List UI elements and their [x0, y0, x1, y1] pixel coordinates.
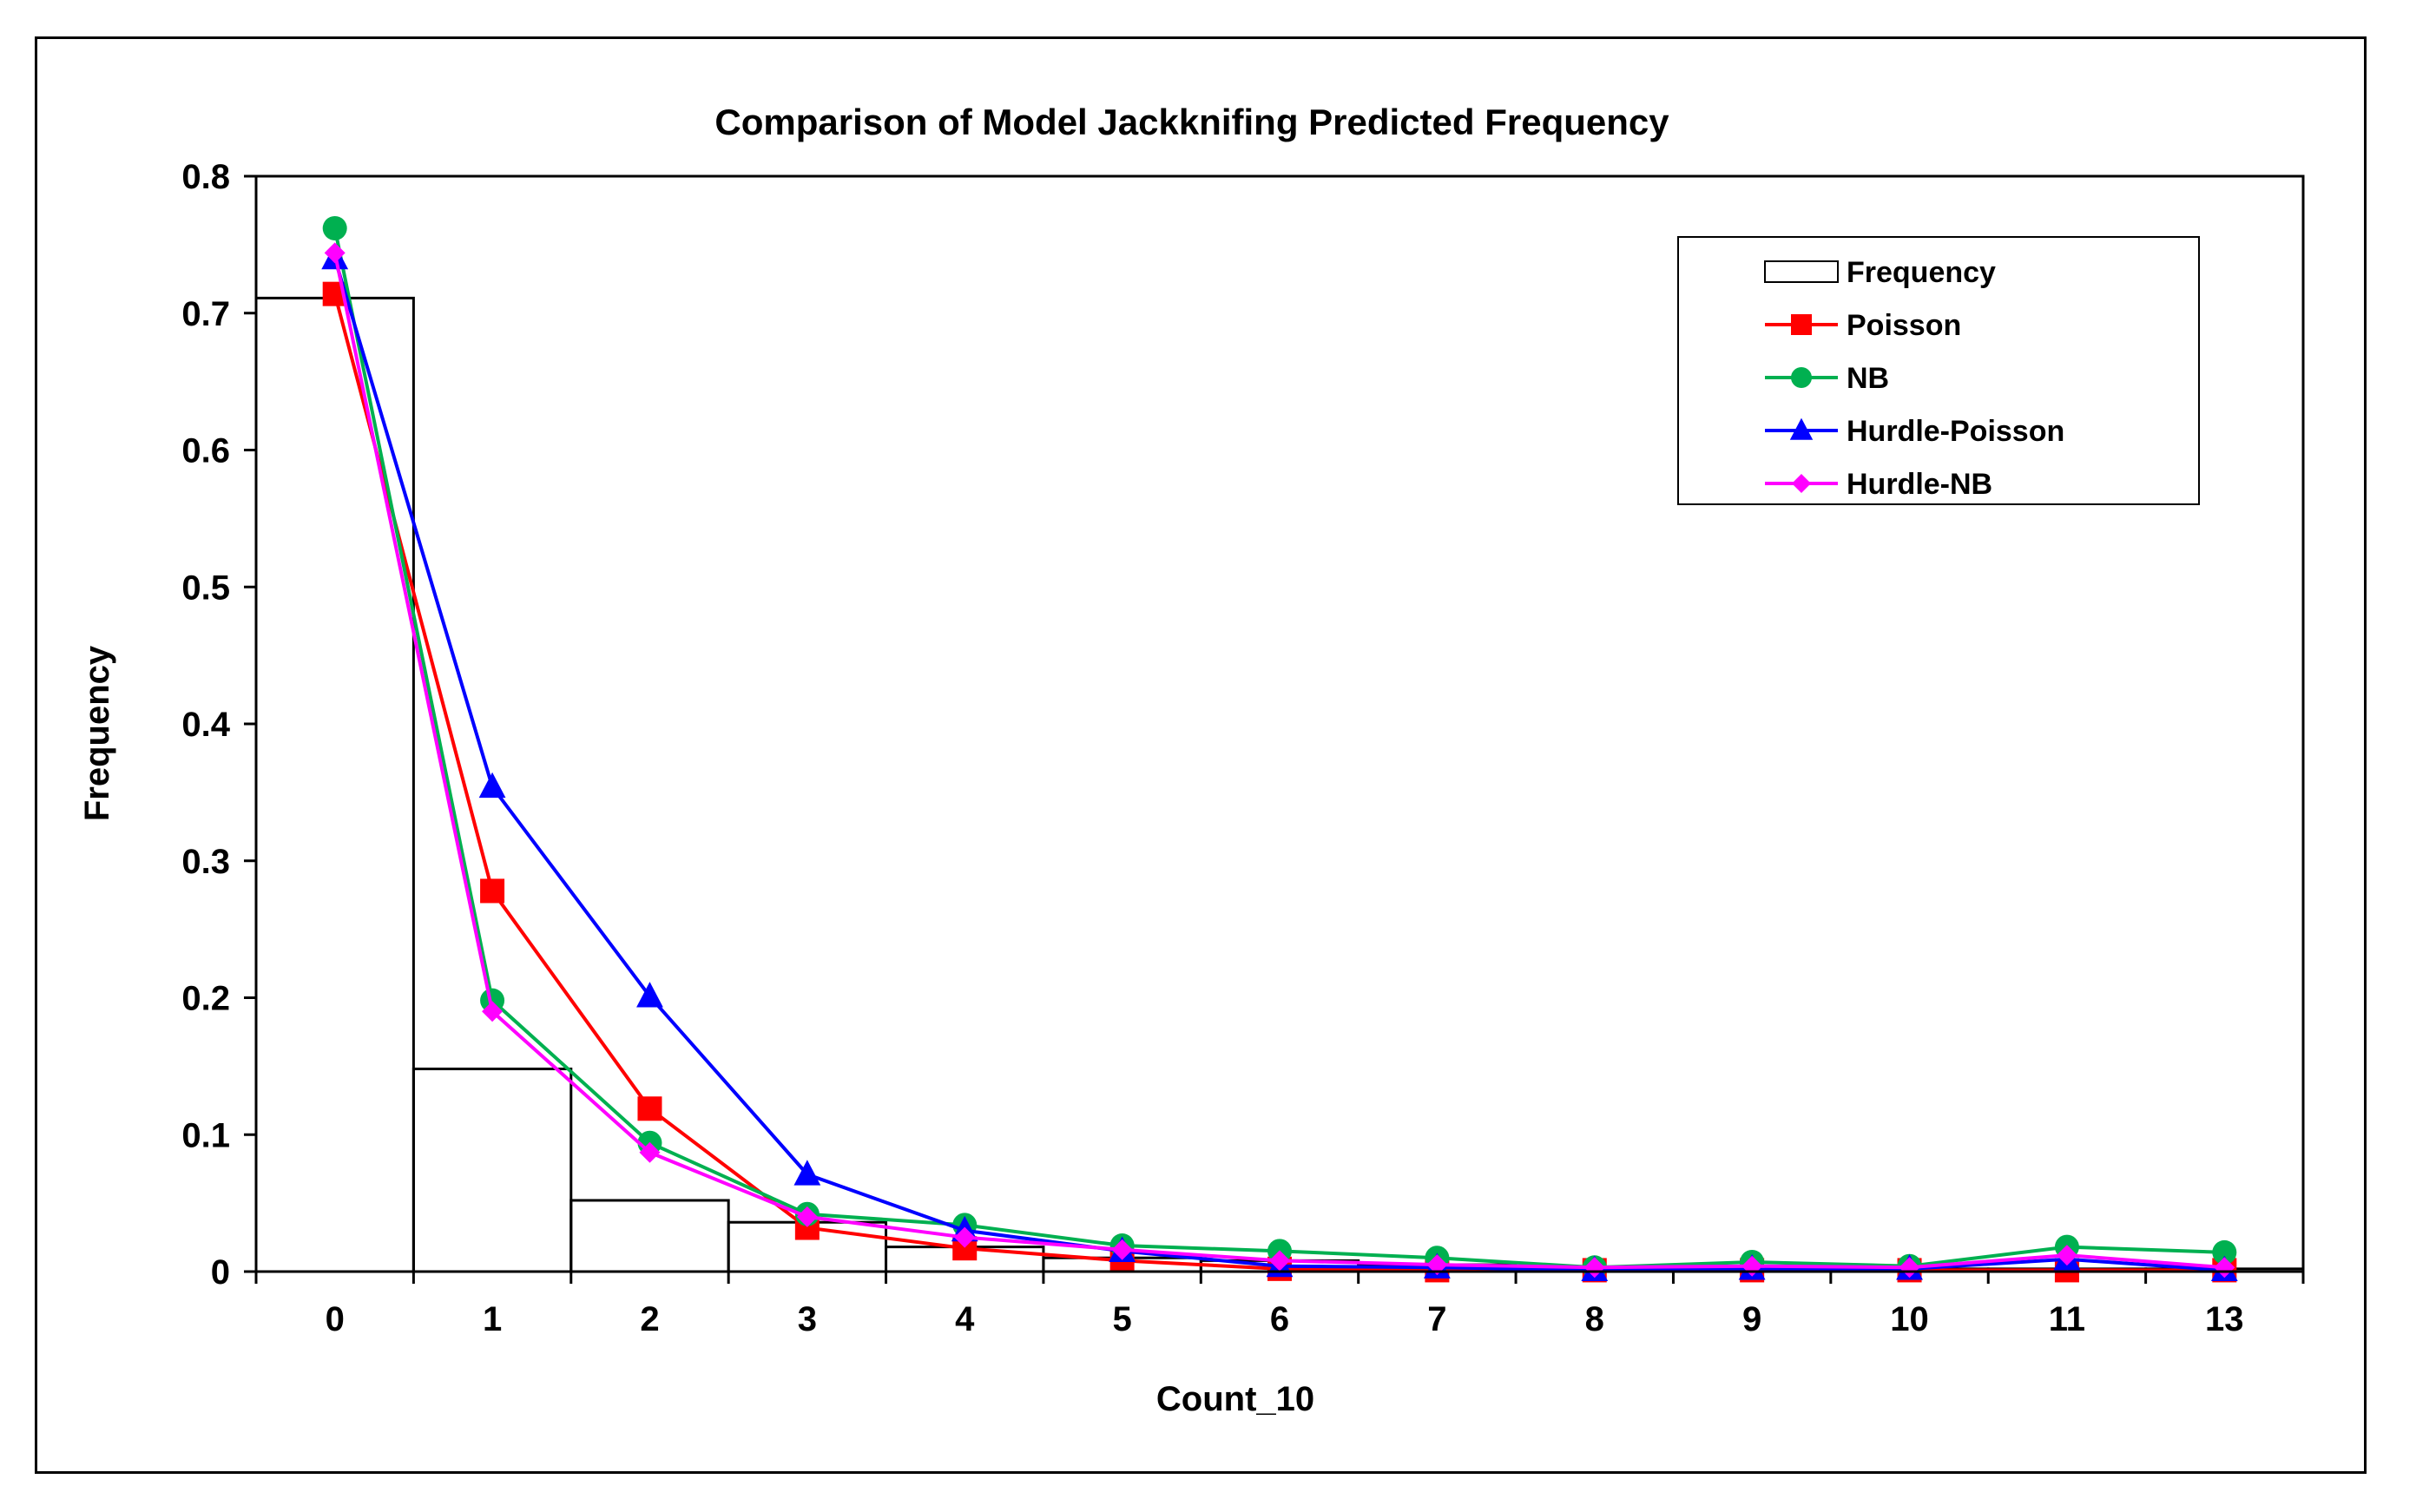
point-poisson-1 [480, 878, 505, 904]
legend-swatch-frequency [1764, 260, 1839, 283]
point-hurdle-nb-7 [1426, 1254, 1448, 1276]
point-hurdle-nb-5 [1111, 1239, 1133, 1260]
y-tick-label: 0.2 [181, 980, 230, 1018]
legend-label-nb: NB [1847, 362, 1889, 395]
x-tick-label: 8 [1585, 1300, 1604, 1338]
x-tick-label: 9 [1742, 1300, 1761, 1338]
point-hurdle-nb-2 [639, 1141, 661, 1163]
x-tick-label: 13 [2205, 1300, 2244, 1338]
axes: 0 0.1 0.2 0.3 0.4 0.5 0.6 0.7 0.8 0 1 2 3 4 5 6 7 8 9 10 11 1… [181, 158, 2305, 1338]
point-hurdle-poisson-3 [793, 1160, 821, 1186]
y-tick-label: 0.5 [181, 569, 230, 607]
x-tick-label: 4 [955, 1300, 975, 1338]
x-tick-label: 10 [1890, 1300, 1929, 1338]
y-tick-label: 0.6 [181, 432, 230, 470]
chart-frame: Comparison of Model Jackknifing Predicte… [35, 36, 2367, 1474]
point-hurdle-nb-6 [1269, 1250, 1290, 1272]
y-tick-label: 0.4 [181, 706, 230, 744]
x-tick-label: 3 [798, 1300, 817, 1338]
model-series [321, 215, 2238, 1283]
legend: Frequency Poisson NB Hurdle-Poisson Hurdle-N… [1677, 236, 2200, 505]
legend-marker-hurdle-poisson [1789, 417, 1814, 440]
legend-label-hurdle-nb: Hurdle-NB [1847, 468, 1992, 501]
y-tick-label: 0.8 [181, 158, 230, 196]
series-hurdle-nb [324, 242, 2235, 1279]
legend-marker-hurdle-nb [1792, 474, 1811, 493]
x-tick-label: 5 [1112, 1300, 1131, 1338]
legend-label-poisson: Poisson [1847, 309, 1961, 342]
x-axis-label: Count_10 [1156, 1380, 1314, 1418]
y-tick-label: 0.1 [181, 1116, 230, 1154]
x-tick-label: 1 [483, 1300, 502, 1338]
y-axis-label: Frequency [78, 645, 116, 821]
y-tick-label: 0.3 [181, 843, 230, 881]
y-tick-label: 0 [211, 1253, 230, 1292]
point-hurdle-nb-4 [954, 1226, 976, 1248]
y-tick-label: 0.7 [181, 295, 230, 333]
x-tick-label: 7 [1427, 1300, 1446, 1338]
x-tick-label: 0 [326, 1300, 345, 1338]
x-tick-label: 11 [2049, 1300, 2085, 1338]
legend-marker-poisson [1791, 314, 1812, 335]
point-hurdle-poisson-2 [636, 982, 663, 1008]
point-nb-0 [322, 215, 347, 240]
legend-label-hurdle-poisson: Hurdle-Poisson [1847, 415, 2064, 448]
point-hurdle-nb-3 [796, 1206, 818, 1227]
chart-title: Comparison of Model Jackknifing Predicte… [714, 102, 1669, 142]
point-hurdle-poisson-1 [478, 772, 506, 799]
point-hurdle-nb-0 [324, 242, 346, 264]
point-poisson-2 [637, 1096, 662, 1121]
point-nb-1 [480, 988, 505, 1013]
legend-marker-nb [1791, 367, 1812, 388]
point-hurdle-nb-1 [482, 1001, 504, 1022]
point-nb-13 [2212, 1239, 2237, 1265]
x-tick-label: 6 [1270, 1300, 1289, 1338]
x-tick-label: 2 [640, 1300, 659, 1338]
chart-svg: Comparison of Model Jackknifing Predicte… [78, 102, 2305, 1418]
point-hurdle-nb-11 [2056, 1245, 2077, 1266]
legend-label-frequency: Frequency [1847, 256, 1996, 289]
